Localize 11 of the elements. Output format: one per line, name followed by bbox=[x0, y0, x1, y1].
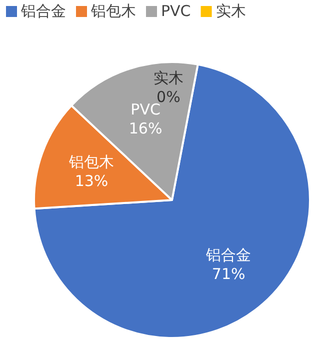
slice-label: 铝包木 bbox=[68, 153, 114, 172]
slice-label: 铝合金 bbox=[205, 246, 252, 264]
data-label: 13% bbox=[74, 172, 108, 190]
data-label: 16% bbox=[128, 120, 162, 138]
slice-label: PVC bbox=[130, 100, 160, 119]
legend-label: PVC bbox=[161, 2, 191, 20]
legend-label: 铝包木 bbox=[90, 2, 136, 20]
category-label: 实木 bbox=[153, 68, 184, 87]
data-label: 71% bbox=[212, 265, 246, 284]
legend-label: 实木 bbox=[216, 2, 246, 20]
legend-label: 铝合金 bbox=[20, 2, 66, 20]
